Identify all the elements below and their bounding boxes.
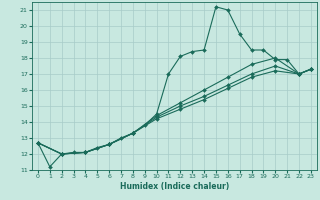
- X-axis label: Humidex (Indice chaleur): Humidex (Indice chaleur): [120, 182, 229, 191]
